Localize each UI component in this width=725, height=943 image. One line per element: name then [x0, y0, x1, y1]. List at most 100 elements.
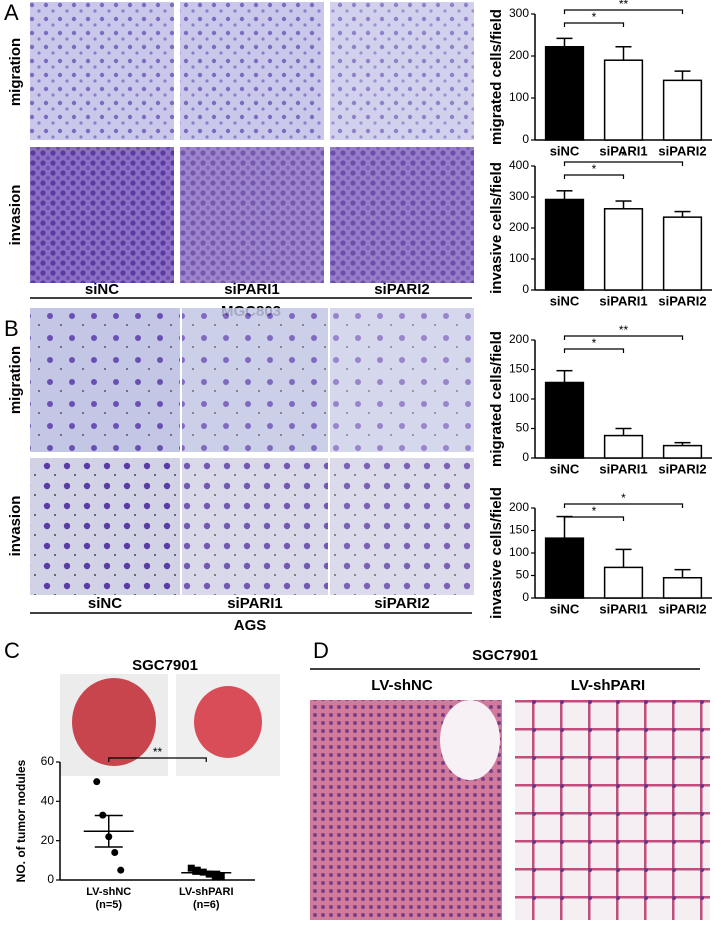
bar: [544, 46, 585, 141]
panel-title: SGC7901: [472, 647, 538, 664]
x-tick-label: siPARI1: [599, 461, 647, 476]
x-tick-label: LV-shPARI: [179, 886, 234, 898]
point: [187, 864, 195, 872]
column-label: siNC: [88, 595, 122, 612]
significance-bracket: [563, 174, 625, 179]
significance-bracket: [563, 335, 684, 340]
y-tick-label: 150: [509, 523, 529, 537]
y-axis-label: migrated cells/field: [488, 331, 505, 467]
lung: [194, 686, 262, 758]
micrograph: [330, 2, 474, 140]
significance-bracket: [108, 757, 207, 762]
significance-bracket: [563, 9, 684, 14]
significance-label: **: [619, 0, 629, 11]
significance-bracket: [563, 161, 684, 166]
bar: [544, 537, 585, 599]
y-tick-label: 60: [41, 754, 55, 768]
column-label: siPARI1: [227, 595, 283, 612]
y-tick-label: 100: [509, 545, 529, 559]
micrograph: [182, 308, 328, 452]
x-tick-label: siPARI2: [658, 601, 706, 616]
y-tick-label: 100: [509, 251, 529, 265]
significance-label: *: [621, 491, 626, 505]
micrograph: [182, 458, 328, 595]
bar: [662, 577, 703, 599]
y-tick-label: 300: [509, 189, 529, 203]
row-label: migration: [7, 38, 24, 106]
micrograph: [330, 147, 474, 283]
significance-label: *: [592, 336, 597, 350]
y-tick-label: 0: [522, 132, 529, 146]
x-tick-label: siNC: [550, 293, 580, 308]
y-tick-label: 300: [509, 6, 529, 20]
y-axis-label: invasive cells/field: [488, 487, 505, 619]
column-label: siPARI1: [224, 281, 280, 298]
micrograph: [30, 458, 180, 595]
significance-label: *: [621, 149, 626, 163]
y-tick-label: 100: [509, 391, 529, 405]
x-tick-label: siPARI2: [658, 461, 706, 476]
micrograph: [30, 308, 180, 452]
y-axis-label: NO. of tumor nodules: [14, 759, 28, 882]
x-tick-label: LV-shNC: [86, 886, 131, 898]
significance-bracket: [563, 22, 625, 27]
panel-label: C: [4, 638, 20, 663]
significance-label: *: [592, 10, 597, 24]
y-tick-label: 50: [516, 421, 530, 435]
row-label: migration: [7, 346, 24, 414]
panel-label: A: [4, 0, 19, 25]
lung: [72, 678, 156, 766]
bar: [603, 566, 644, 599]
bar: [662, 79, 703, 141]
x-tick-label: siPARI2: [658, 293, 706, 308]
bar: [544, 198, 585, 291]
point: [93, 778, 101, 786]
histology-space: [440, 700, 500, 780]
micrograph: [180, 147, 324, 283]
y-tick-label: 50: [516, 568, 530, 582]
micrograph: [180, 2, 324, 140]
point: [193, 866, 201, 874]
column-label: LV-shNC: [371, 677, 433, 694]
bar: [662, 216, 703, 291]
x-tick-label: siNC: [550, 601, 580, 616]
point: [217, 872, 225, 880]
y-tick-label: 0: [47, 872, 54, 886]
x-tick-label: siNC: [550, 461, 580, 476]
row-label: invasion: [7, 496, 24, 557]
y-axis-label: invasive cells/field: [488, 162, 505, 294]
x-tick-label: siPARI1: [599, 601, 647, 616]
micrograph: [30, 2, 174, 140]
y-tick-label: 200: [509, 332, 529, 346]
bar: [603, 59, 644, 141]
significance-bracket: [563, 516, 625, 521]
significance-label: **: [153, 745, 163, 759]
significance-label: **: [619, 323, 629, 337]
bar: [544, 381, 585, 459]
point: [211, 872, 219, 880]
y-tick-label: 0: [522, 282, 529, 296]
histology: [515, 700, 710, 920]
panel-label: D: [313, 638, 329, 663]
bar: [662, 444, 703, 459]
y-tick-label: 200: [509, 220, 529, 234]
y-tick-label: 40: [41, 794, 55, 808]
y-tick-label: 200: [509, 48, 529, 62]
y-tick-label: 20: [41, 833, 55, 847]
column-label: siNC: [85, 281, 119, 298]
micrograph: [330, 308, 474, 452]
row-label: invasion: [7, 185, 24, 246]
y-tick-label: 0: [522, 450, 529, 464]
significance-label: *: [592, 504, 597, 518]
x-tick-label: siNC: [550, 143, 580, 158]
y-tick-label: 0: [522, 590, 529, 604]
x-tick-label: siPARI1: [599, 293, 647, 308]
point: [111, 848, 119, 856]
bar: [603, 208, 644, 291]
bar: [603, 434, 644, 459]
x-tick-label: (n=5): [95, 899, 122, 911]
point: [117, 866, 125, 874]
panel-title: SGC7901: [132, 657, 198, 674]
y-tick-label: 400: [509, 158, 529, 172]
